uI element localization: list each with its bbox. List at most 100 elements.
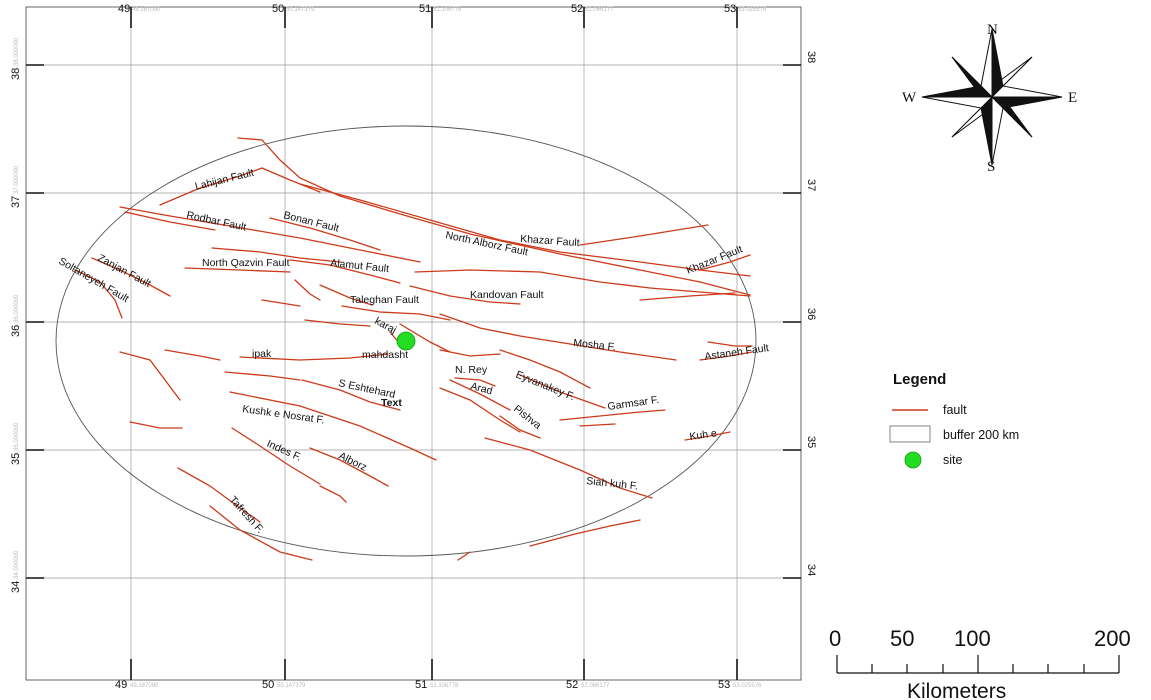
legend-buffer-label: buffer 200 km bbox=[943, 428, 1019, 442]
fault-line bbox=[211, 247, 341, 263]
legend-site-symbol bbox=[904, 451, 922, 469]
fault-line bbox=[159, 167, 321, 206]
fault-line bbox=[341, 305, 451, 321]
lon-labels: 49 49.187090 50 50.147379 51 51.106778 5… bbox=[115, 3, 767, 691]
fault-line bbox=[699, 254, 751, 271]
fault-line bbox=[639, 292, 736, 301]
fault-label: mahdasht bbox=[362, 349, 408, 361]
legend-buffer-symbol bbox=[889, 425, 931, 443]
scale-unit: Kilometers bbox=[907, 680, 1006, 700]
fault-line bbox=[684, 431, 731, 441]
fault-line bbox=[301, 379, 401, 411]
fault-label: Kandovan Fault bbox=[470, 289, 544, 301]
fault-label: Mosha F. bbox=[573, 337, 617, 353]
fault-line bbox=[449, 379, 511, 411]
lon-sub-bottom: 52.066177 bbox=[581, 683, 610, 689]
lat-label-left: 35 bbox=[10, 453, 22, 465]
fault-line bbox=[184, 267, 291, 273]
legend-site-label: site bbox=[943, 453, 963, 467]
lon-label-top: 53 bbox=[724, 3, 736, 15]
scale-label: 100 bbox=[954, 626, 991, 651]
lon-label-top: 49 bbox=[118, 3, 130, 15]
fault-label: Text bbox=[381, 397, 402, 409]
compass-n: N bbox=[987, 22, 998, 38]
fault-line bbox=[124, 211, 216, 231]
site-marker bbox=[396, 331, 416, 351]
fault-line bbox=[707, 341, 753, 347]
lon-sub-top: 52.066177 bbox=[585, 7, 614, 13]
fault-line bbox=[269, 217, 381, 251]
lat-label-left: 37 bbox=[10, 196, 22, 208]
graticule-ticks bbox=[26, 7, 801, 680]
lon-label-top: 52 bbox=[571, 3, 583, 15]
fault-line bbox=[559, 409, 666, 421]
fault-lines bbox=[74, 137, 753, 561]
fault-line bbox=[319, 485, 347, 503]
lat-label-right: 37 bbox=[805, 179, 817, 191]
lat-label-right: 36 bbox=[805, 308, 817, 320]
fault-line bbox=[299, 183, 751, 277]
fault-line bbox=[304, 319, 371, 327]
lat-sub-left: 34.000000 bbox=[14, 550, 20, 579]
lon-sub-bottom: 50.147379 bbox=[277, 683, 306, 689]
compass-s: S bbox=[987, 159, 995, 175]
fault-line bbox=[237, 137, 751, 296]
scale-label: 50 bbox=[890, 626, 914, 651]
fault-line bbox=[209, 505, 313, 561]
fault-label: North Qazvin Fault bbox=[202, 257, 290, 269]
lat-label-right: 35 bbox=[805, 436, 817, 448]
fault-line bbox=[499, 349, 591, 389]
lat-sub-left: 35.000000 bbox=[14, 422, 20, 451]
fault-line bbox=[224, 371, 301, 381]
site-dot bbox=[396, 331, 416, 351]
lon-label-bottom: 53 bbox=[718, 679, 730, 691]
lon-label-bottom: 49 bbox=[115, 679, 127, 691]
fault-label: ipak bbox=[252, 348, 272, 360]
lon-label-top: 51 bbox=[419, 3, 431, 15]
fault-line bbox=[231, 427, 321, 485]
lat-label-right: 34 bbox=[805, 564, 817, 576]
scale-label: 0 bbox=[829, 626, 841, 651]
lon-label-bottom: 51 bbox=[415, 679, 427, 691]
fault-line bbox=[309, 447, 389, 487]
fault-label: Siah kuh F. bbox=[586, 475, 639, 492]
fault-line bbox=[439, 313, 677, 361]
fault-line bbox=[439, 349, 501, 357]
lon-sub-bottom: 53.025576 bbox=[733, 683, 762, 689]
fault-line bbox=[454, 377, 496, 387]
scale-line bbox=[836, 655, 1120, 674]
fault-line bbox=[229, 391, 437, 461]
fault-label: Khazar Fault bbox=[520, 233, 580, 249]
fault-line bbox=[294, 279, 321, 301]
legend-fault-label: fault bbox=[943, 403, 967, 417]
lat-labels: 38 38.000000 37 37.000000 36 36.000000 3… bbox=[10, 37, 817, 593]
fault-line bbox=[177, 467, 261, 523]
lat-label-right: 38 bbox=[805, 51, 817, 63]
fault-line bbox=[699, 351, 753, 361]
lat-sub-left: 36.000000 bbox=[14, 294, 20, 323]
compass-e: E bbox=[1068, 90, 1077, 106]
fault-line bbox=[74, 269, 123, 319]
fault-line bbox=[579, 224, 709, 246]
fault-line bbox=[457, 551, 471, 561]
lon-sub-top: 49.187090 bbox=[132, 7, 161, 13]
fault-line bbox=[579, 423, 616, 427]
lon-sub-top: 50.147379 bbox=[286, 7, 315, 13]
fault-line bbox=[529, 519, 641, 547]
fault-line bbox=[519, 374, 606, 409]
fault-line bbox=[409, 285, 521, 305]
scale-label: 200 bbox=[1094, 626, 1131, 651]
compass-w: W bbox=[902, 90, 917, 106]
lon-sub-bottom: 51.106778 bbox=[430, 683, 459, 689]
fault-label: N. Rey bbox=[455, 364, 488, 376]
fault-line bbox=[261, 299, 301, 307]
lon-sub-top: 53.025576 bbox=[738, 7, 767, 13]
fault-line bbox=[439, 387, 521, 433]
north-arrow: N S E W bbox=[902, 22, 1077, 175]
lat-sub-left: 38.000000 bbox=[14, 37, 20, 66]
fault-line bbox=[91, 257, 171, 297]
lat-label-left: 36 bbox=[10, 325, 22, 337]
scale-bar: 0 50 100 200 Kilometers bbox=[829, 626, 1131, 700]
fault-line bbox=[119, 351, 181, 401]
